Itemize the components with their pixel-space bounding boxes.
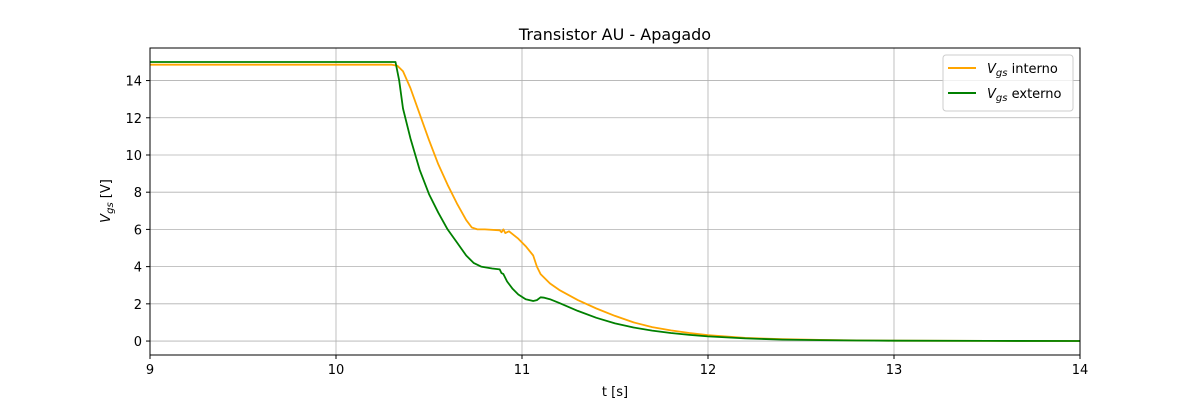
x-tick-label-13: 13 bbox=[886, 363, 903, 378]
y-axis-label-sub: gs bbox=[105, 202, 116, 214]
plot-frame bbox=[149, 47, 1081, 356]
legend-externo-sub: gs bbox=[996, 93, 1008, 104]
series-lines bbox=[150, 61, 1081, 342]
y-tick-label-6: 6 bbox=[134, 223, 142, 238]
series-line-vgs-interno bbox=[150, 63, 1081, 342]
chart-title: Transistor AU - Apagado bbox=[518, 25, 711, 44]
legend-externo-base: V bbox=[987, 87, 997, 102]
legend: Vgs interno Vgs externo bbox=[942, 54, 1074, 112]
y-tick-label-2: 2 bbox=[134, 298, 142, 313]
x-tick-label-14: 14 bbox=[1072, 363, 1089, 378]
axis-ticks: 9 10 11 12 13 14 0 2 4 6 8 10 12 14 bbox=[125, 75, 1088, 378]
x-tick-label-12: 12 bbox=[700, 363, 717, 378]
series-line-vgs-externo bbox=[150, 61, 1081, 342]
x-tick-label-11: 11 bbox=[514, 363, 531, 378]
y-axis-label: Vgs [V] bbox=[99, 179, 116, 223]
y-tick-label-12: 12 bbox=[125, 112, 142, 127]
legend-entry-externo: Vgs externo bbox=[987, 87, 1062, 104]
y-axis-label-base: V bbox=[99, 213, 114, 223]
legend-interno-base: V bbox=[987, 62, 997, 77]
y-tick-label-10: 10 bbox=[125, 149, 142, 164]
legend-externo-text: externo bbox=[1007, 87, 1061, 102]
y-tick-label-8: 8 bbox=[134, 186, 142, 201]
x-tick-label-9: 9 bbox=[146, 363, 154, 378]
y-tick-label-0: 0 bbox=[134, 335, 142, 350]
y-tick-label-14: 14 bbox=[125, 75, 142, 90]
y-axis-label-unit: [V] bbox=[99, 179, 114, 202]
x-tick-label-10: 10 bbox=[328, 363, 345, 378]
legend-interno-sub: gs bbox=[996, 68, 1008, 79]
legend-entry-interno: Vgs interno bbox=[987, 62, 1058, 79]
y-tick-label-4: 4 bbox=[134, 261, 142, 276]
legend-interno-text: interno bbox=[1007, 62, 1057, 77]
x-axis-label: t [s] bbox=[602, 385, 628, 400]
